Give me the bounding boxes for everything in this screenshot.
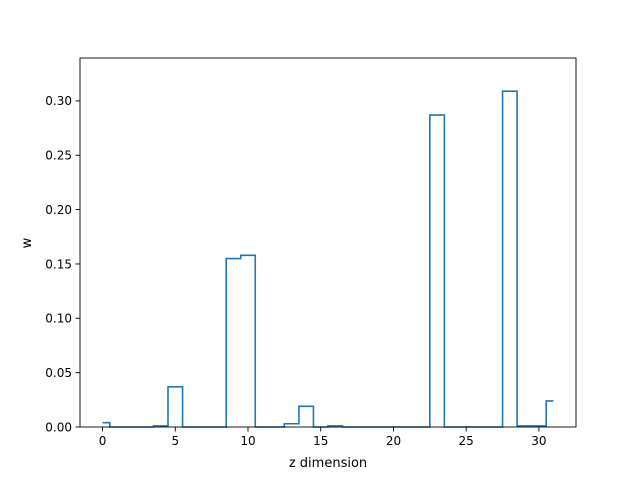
axes: 0 5 10 15 20 25 30 0.00 0.05 0.10 0.15 0.20 0.25 0.30 (45, 57, 577, 448)
x-tick-label: 30 (531, 434, 546, 448)
x-tick-label: 5 (171, 434, 179, 448)
x-tick-label: 20 (386, 434, 401, 448)
axes-frame (79, 57, 577, 428)
x-tick-label: 10 (240, 434, 255, 448)
y-tick-label: 0.25 (45, 149, 72, 163)
x-axis-label: z dimension (289, 456, 367, 471)
y-tick-label: 0.05 (45, 366, 72, 380)
y-tick-label: 0.15 (45, 257, 72, 271)
x-tick-label: 0 (99, 434, 107, 448)
y-tick-label: 0.30 (45, 94, 72, 108)
y-tick-label: 0.20 (45, 203, 72, 217)
y-tick-label: 0.10 (45, 312, 72, 326)
y-tick-label: 0.00 (45, 420, 72, 434)
y-axis-label: w (20, 237, 35, 248)
x-tick-label: 25 (459, 434, 474, 448)
x-tick-label: 15 (313, 434, 328, 448)
